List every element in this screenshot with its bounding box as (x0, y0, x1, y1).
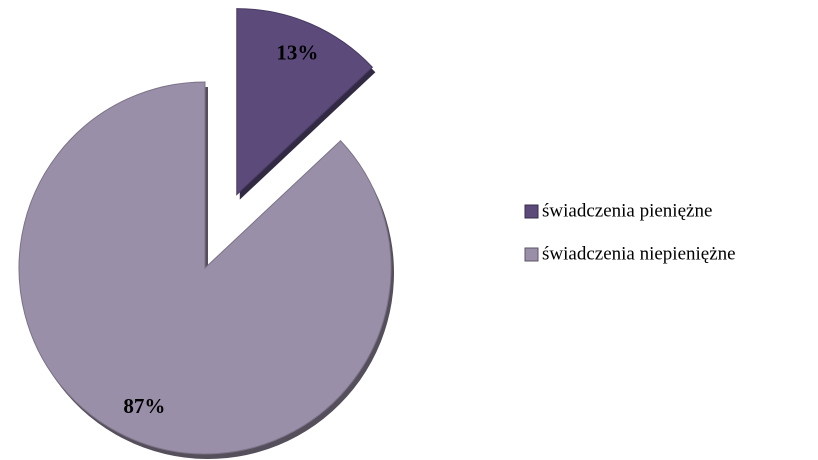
value-label: 13% (276, 40, 318, 64)
slice (236, 8, 374, 196)
legend-swatch (524, 204, 539, 219)
legend-label: świadczenia niepieniężne (542, 243, 736, 264)
legend-swatch (524, 247, 539, 262)
value-label: 87% (123, 394, 165, 418)
legend-label: świadczenia pieniężne (542, 200, 712, 221)
slice (18, 81, 392, 455)
